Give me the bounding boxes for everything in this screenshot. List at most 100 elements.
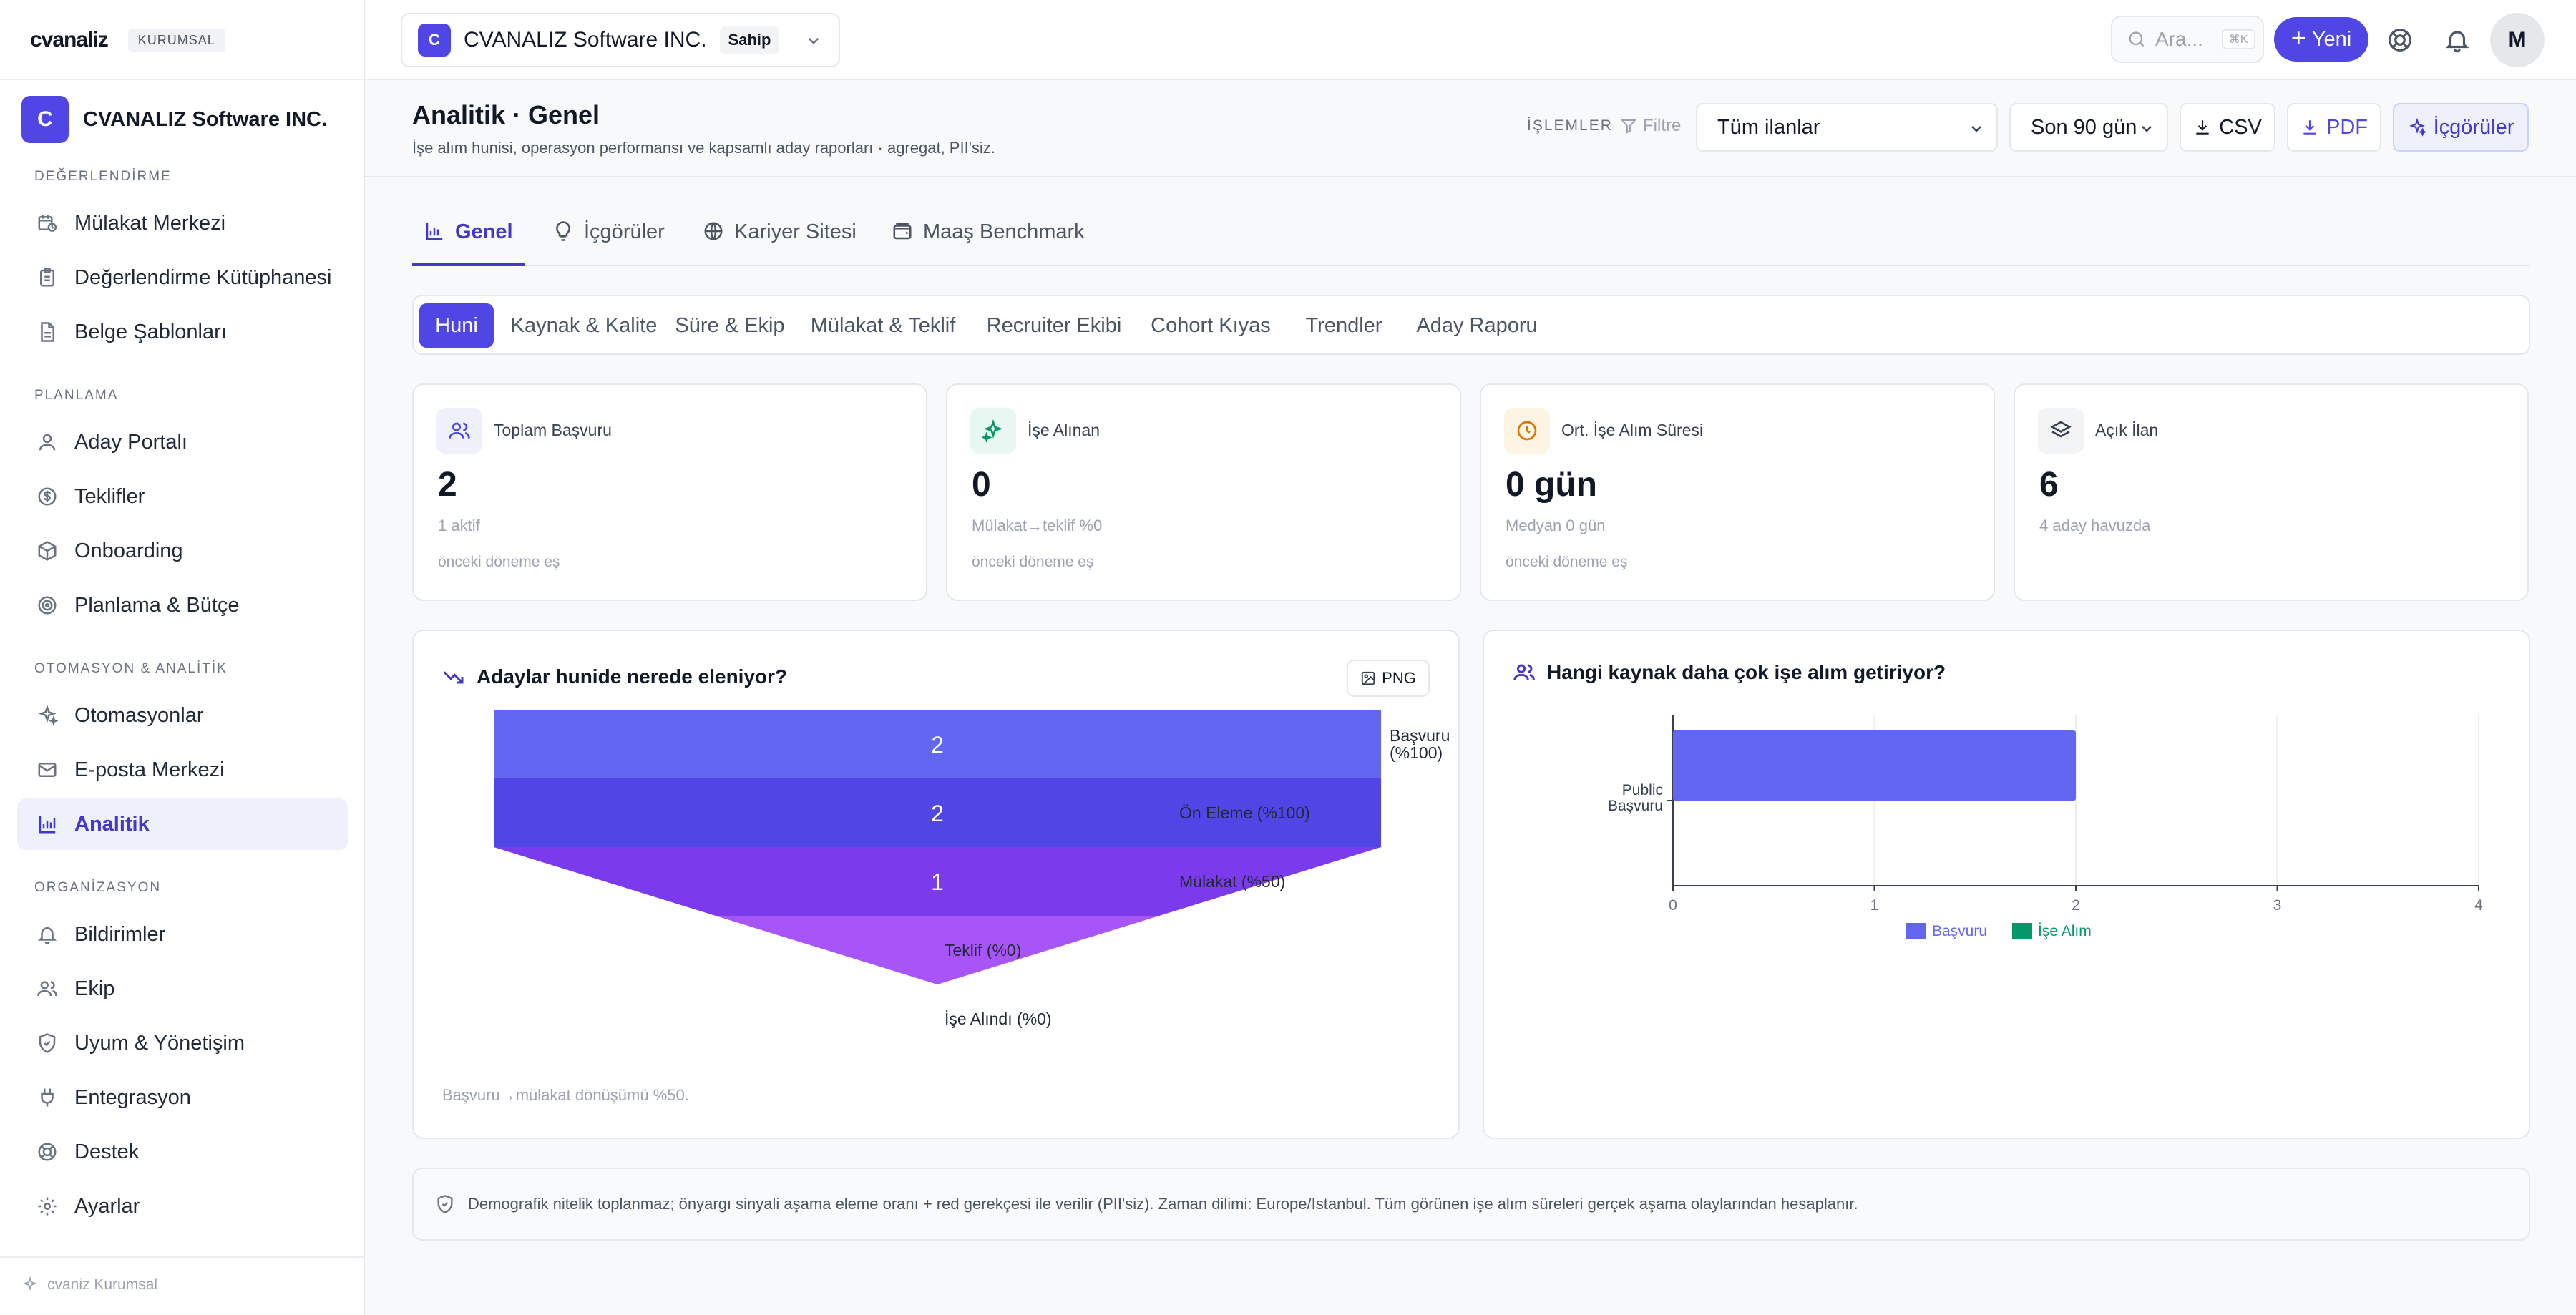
- kpi-value: 6: [2039, 466, 2059, 504]
- subtab-time-team[interactable]: Süre & Ekip: [675, 313, 785, 337]
- sidebar-item-label: Değerlendirme Kütüphanesi: [74, 265, 332, 289]
- sidebar-item-label: Otomasyonlar: [74, 703, 204, 727]
- insights-button[interactable]: İçgörüler: [2393, 103, 2529, 152]
- notifications-button[interactable]: [2437, 20, 2477, 60]
- user-icon: [36, 431, 59, 454]
- funnel-stage-value: 2: [931, 801, 944, 826]
- kpi-label: Açık İlan: [2095, 421, 2159, 439]
- kpi-card-total-applications: Toplam Başvuru 2 1 aktif önceki döneme e…: [412, 383, 927, 601]
- y-tick-label: Public Başvuru: [1608, 782, 1663, 814]
- subtab-recruiter-team[interactable]: Recruiter Ekibi: [986, 313, 1122, 337]
- shortcut-hint: ⌘K: [2221, 29, 2255, 49]
- export-csv-button[interactable]: CSV: [2180, 103, 2275, 152]
- sidebar-item-team[interactable]: Ekip: [17, 963, 348, 1015]
- workspace-switcher[interactable]: C CVANALIZ Software INC. Sahip: [401, 13, 840, 67]
- sidebar-item-planning-budget[interactable]: Planlama & Bütçe: [17, 580, 348, 631]
- file-icon: [36, 321, 59, 343]
- sidebar-item-settings[interactable]: Ayarlar: [17, 1180, 348, 1232]
- page-header: Analitik · Genel İşe alım hunisi, operas…: [365, 80, 2576, 177]
- sidebar-item-interview-center[interactable]: Mülakat Merkezi: [17, 197, 348, 249]
- sidebar-item-support[interactable]: Destek: [17, 1126, 348, 1178]
- globe-icon: [704, 222, 723, 240]
- sidebar-item-label: Entegrasyon: [74, 1085, 191, 1109]
- privacy-notice: Demografik nitelik toplanmaz; önyargı si…: [412, 1168, 2530, 1241]
- filter-label: Filtre: [1620, 116, 1681, 136]
- source-bar-chart: 0 1 2 3 4 Public Başvuru Başvuru İşe Alım: [1608, 715, 2483, 939]
- legend-swatch: [2012, 923, 2032, 939]
- help-button[interactable]: [2380, 20, 2420, 60]
- sidebar-item-email-center[interactable]: E-posta Merkezi: [17, 744, 348, 796]
- sidebar-item-automations[interactable]: Otomasyonlar: [17, 690, 348, 741]
- sidebar-item-label: Uyum & Yönetişim: [74, 1031, 245, 1055]
- role-badge: Sahip: [719, 26, 780, 54]
- subtab-interview-offer[interactable]: Mülakat & Teklif: [810, 313, 956, 337]
- brand-logo[interactable]: cvanaliz: [30, 28, 109, 52]
- subtab-source-quality[interactable]: Kaynak & Kalite: [510, 313, 658, 337]
- tab-label: İçgörüler: [584, 220, 665, 243]
- bar-chart-icon: [426, 223, 443, 240]
- users-icon: [436, 408, 482, 454]
- bar-Başvuru[interactable]: [1673, 730, 2076, 801]
- sidebar-nav[interactable]: DEĞERLENDİRME Mülakat Merkezi Değerlendi…: [0, 162, 364, 1256]
- tab-general[interactable]: Genel: [412, 220, 525, 266]
- footer-text: cvaniz Kurumsal: [47, 1276, 158, 1293]
- lifebuoy-icon: [36, 1140, 59, 1163]
- shield-icon: [36, 1032, 59, 1055]
- subtab-funnel[interactable]: Huni: [419, 303, 494, 348]
- sidebar-item-offers[interactable]: Teklifler: [17, 471, 348, 522]
- subtab-trends[interactable]: Trendler: [1305, 313, 1382, 337]
- x-tick-label: 4: [2474, 897, 2483, 914]
- sidebar-item-notifications[interactable]: Bildirimler: [17, 909, 348, 960]
- funnel-stage-3[interactable]: [716, 916, 1159, 984]
- chevron-down-icon: [808, 37, 819, 44]
- listing-select-value: Tüm ilanlar: [1717, 115, 1820, 139]
- funnel-stage-2[interactable]: [494, 847, 1381, 916]
- sidebar-item-label: E-posta Merkezi: [74, 758, 225, 781]
- export-pdf-button[interactable]: PDF: [2287, 103, 2381, 152]
- subtab-cohort[interactable]: Cohort Kıyas: [1151, 313, 1271, 337]
- new-button[interactable]: + Yeni: [2274, 17, 2368, 62]
- org-switcher[interactable]: C CVANALIZ Software INC.: [21, 96, 327, 143]
- divider: [0, 1256, 364, 1258]
- funnel-stage-label: Teklif (%0): [945, 941, 1021, 959]
- sidebar-item-integration[interactable]: Entegrasyon: [17, 1072, 348, 1123]
- kpi-value: 0 gün: [1506, 466, 1597, 504]
- brand: cvanaliz KURUMSAL: [30, 26, 225, 54]
- sidebar-item-onboarding[interactable]: Onboarding: [17, 525, 348, 577]
- period-select[interactable]: Son 90 gün: [2009, 103, 2168, 152]
- funnel-stage-label: Mülakat (%50): [1179, 872, 1285, 891]
- sidebar-item-label: Mülakat Merkezi: [74, 211, 226, 235]
- tab-insights[interactable]: İçgörüler: [552, 220, 665, 266]
- user-avatar[interactable]: M: [2490, 13, 2545, 67]
- sidebar-item-analytics[interactable]: Analitik: [17, 798, 348, 850]
- page-title: Analitik · Genel: [412, 100, 600, 129]
- sidebar-item-document-templates[interactable]: Belge Şablonları: [17, 306, 348, 358]
- subtab-candidate-report[interactable]: Aday Raporu: [1416, 313, 1538, 337]
- tab-label: Genel: [455, 220, 513, 243]
- target-icon: [36, 594, 59, 617]
- funnel-stage-1[interactable]: [494, 778, 1381, 847]
- listing-select[interactable]: Tüm ilanlar: [1696, 103, 1998, 152]
- calendar-clock-icon: [36, 212, 59, 235]
- sidebar-item-compliance[interactable]: Uyum & Yönetişim: [17, 1017, 348, 1069]
- sidebar-item-label: Planlama & Bütçe: [74, 593, 240, 617]
- sidebar: cvanaliz KURUMSAL C CVANALIZ Software IN…: [0, 0, 365, 1315]
- sidebar-item-label: Destek: [74, 1140, 140, 1163]
- sidebar-item-assessment-library[interactable]: Değerlendirme Kütüphanesi: [17, 252, 348, 303]
- tab-salary-benchmark[interactable]: Maaş Benchmark: [892, 220, 1085, 266]
- search-input[interactable]: Ara... ⌘K: [2111, 16, 2264, 63]
- tab-career-site[interactable]: Kariyer Sitesi: [703, 220, 857, 266]
- bar-chart-icon: [36, 813, 59, 836]
- kpi-trend: önceki döneme eş: [1506, 554, 1628, 570]
- sparkles-icon: [22, 1276, 38, 1291]
- clipboard-icon: [36, 266, 59, 289]
- kpi-card-avg-time-to-hire: Ort. İşe Alım Süresi 0 gün Medyan 0 gün …: [1480, 383, 1995, 601]
- funnel-stage-0[interactable]: [494, 710, 1381, 778]
- export-png-button[interactable]: PNG: [1347, 660, 1430, 697]
- operations-label: İŞLEMLER: [1527, 117, 1613, 134]
- sidebar-item-candidate-portal[interactable]: Aday Portalı: [17, 416, 348, 468]
- kpi-sub: Mülakat→teklif %0: [972, 517, 1103, 534]
- kpi-trend: önceki döneme eş: [972, 554, 1094, 570]
- plan-badge: KURUMSAL: [127, 28, 225, 52]
- pdf-label: PDF: [2326, 115, 2368, 139]
